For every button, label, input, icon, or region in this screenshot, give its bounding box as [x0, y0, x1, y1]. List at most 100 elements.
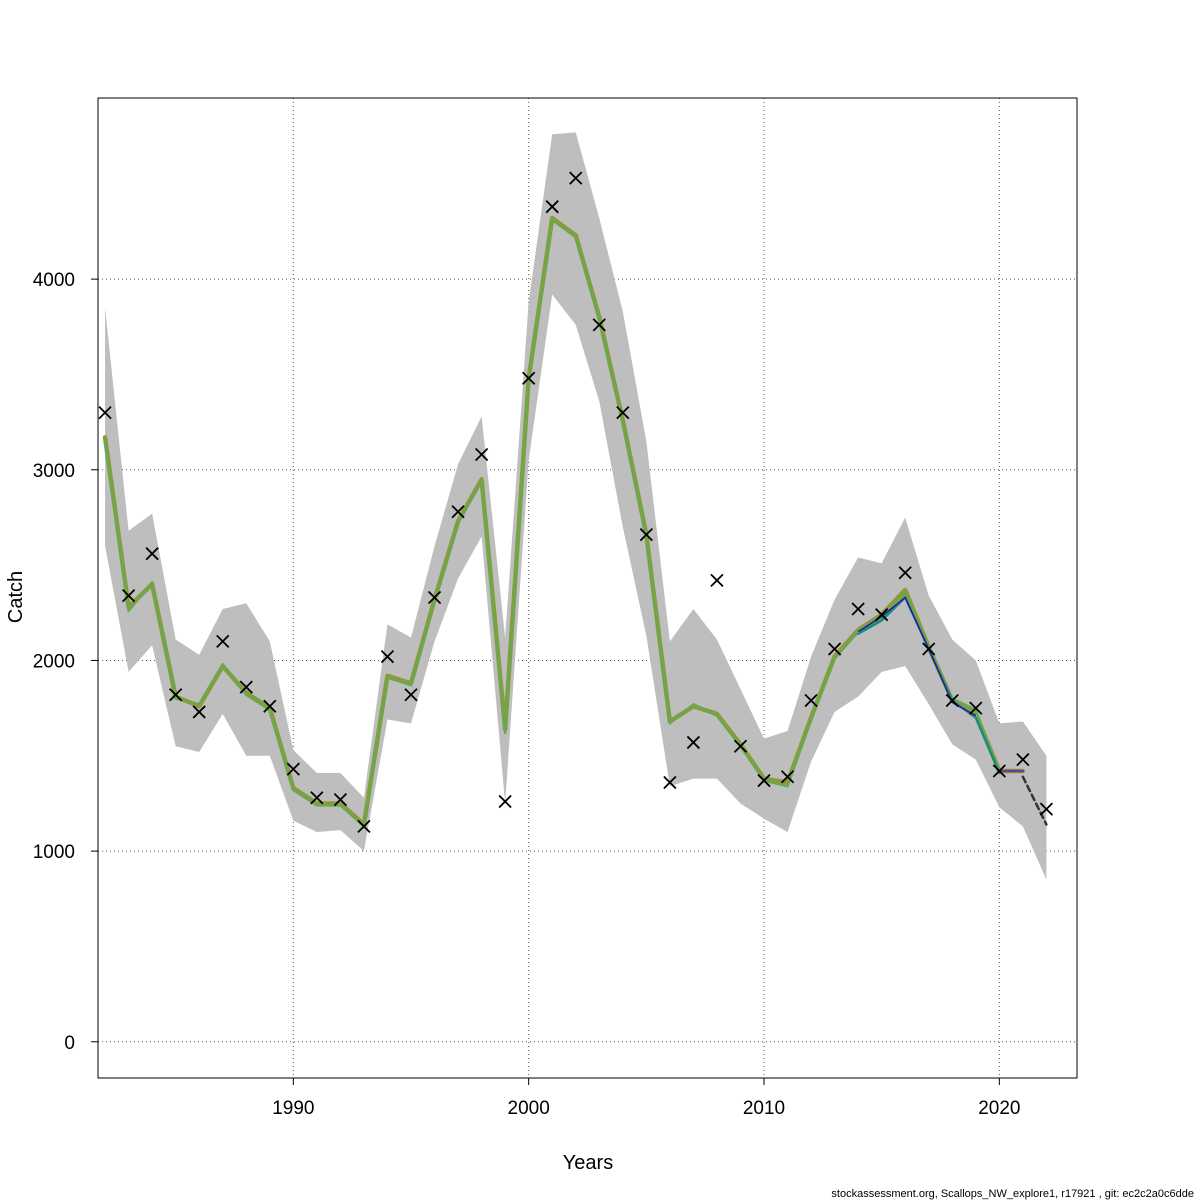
observed-points-layer: [98, 171, 1054, 833]
observed-point: [898, 566, 912, 580]
observed-point-stroke: [1039, 802, 1054, 816]
observed-point-stroke: [780, 770, 795, 784]
y-axis-title: Catch: [5, 571, 27, 623]
observed-point: [121, 588, 136, 603]
observed-point-stroke: [545, 200, 559, 214]
observed-point: [616, 405, 630, 420]
observed-point: [851, 602, 865, 616]
grid: [98, 98, 1077, 1078]
observed-point-stroke: [733, 739, 748, 753]
observed-point-stroke: [380, 650, 395, 664]
observed-point-stroke: [992, 764, 1006, 778]
observed-point-stroke: [427, 590, 442, 605]
observed-point: [1039, 802, 1054, 816]
observed-point: [145, 547, 159, 561]
observed-point: [522, 371, 536, 385]
observed-point-stroke: [192, 705, 206, 719]
plot-frame: [97, 97, 1078, 1079]
observed-point: [639, 527, 653, 542]
observed-point-stroke: [922, 642, 936, 656]
observed-point: [569, 171, 583, 185]
observed-point-stroke: [98, 405, 112, 420]
footer-note: stockassessment.org, Scallops_NW_explore…: [831, 1188, 1194, 1200]
observed-point: [357, 819, 371, 833]
observed-point: [686, 735, 701, 750]
observed-point: [263, 699, 277, 713]
observed-point: [804, 693, 818, 708]
observed-point: [592, 318, 606, 332]
observed-point: [404, 688, 418, 702]
observed-point: [427, 590, 442, 605]
observed-point-stroke: [757, 773, 771, 788]
series-line: [102, 215, 1026, 827]
observed-point: [945, 693, 959, 708]
observed-point-stroke: [239, 680, 253, 694]
observed-point: [474, 447, 489, 462]
observed-point-stroke: [286, 762, 300, 776]
observed-point-stroke: [522, 371, 536, 385]
observed-point: [757, 773, 771, 788]
confidence-band-layer: [105, 132, 1047, 880]
observed-point: [780, 770, 795, 784]
observed-point-stroke: [216, 634, 230, 649]
observed-point: [733, 739, 748, 753]
observed-point: [969, 701, 983, 715]
observed-point-stroke: [686, 735, 701, 750]
observed-point: [310, 791, 324, 805]
observed-point-stroke: [592, 318, 606, 332]
observed-point: [922, 642, 936, 656]
observed-point-stroke: [851, 602, 865, 616]
observed-point: [710, 573, 724, 588]
x-tick-label: 2020: [978, 1098, 1020, 1119]
observed-point-stroke: [451, 505, 465, 519]
y-tick-label: 0: [64, 1033, 75, 1054]
observed-point-stroke: [145, 547, 159, 561]
observed-point: [98, 405, 112, 420]
observed-point: [663, 775, 677, 790]
x-tick-label: 2010: [743, 1098, 785, 1119]
observed-point-stroke: [310, 791, 324, 805]
y-tick-label: 1000: [33, 842, 75, 863]
observed-point-stroke: [875, 608, 889, 622]
observed-point-stroke: [827, 642, 842, 656]
y-tick-label: 4000: [33, 270, 75, 291]
observed-point: [239, 680, 253, 694]
observed-point-stroke: [804, 693, 818, 708]
observed-point-stroke: [898, 566, 912, 580]
observed-point-stroke: [1016, 752, 1030, 767]
x-tick-label: 1990: [272, 1098, 314, 1119]
observed-point: [498, 794, 512, 809]
observed-point-stroke: [663, 775, 677, 790]
observed-point: [380, 650, 395, 664]
x-tick-label: 2000: [508, 1098, 550, 1119]
observed-point-stroke: [710, 573, 724, 588]
observed-point: [1016, 752, 1030, 767]
observed-point-stroke: [333, 792, 348, 807]
observed-point-stroke: [169, 688, 183, 702]
series-line: [1021, 775, 1048, 826]
observed-point-stroke: [616, 405, 630, 420]
observed-point: [216, 634, 230, 649]
observed-point-stroke: [569, 171, 583, 185]
observed-point-stroke: [263, 699, 277, 713]
observed-point-stroke: [404, 688, 418, 702]
observed-point-stroke: [945, 693, 959, 708]
observed-point-stroke: [639, 527, 653, 542]
observed-point: [451, 505, 465, 519]
observed-point: [992, 764, 1006, 778]
observed-point: [875, 608, 889, 622]
y-axis: 0 1000 2000 3000 4000: [33, 270, 98, 1054]
observed-point: [333, 792, 348, 807]
x-axis: 1990 2000 2010 2020: [272, 1078, 1020, 1119]
observed-point-stroke: [357, 819, 371, 833]
observed-point: [192, 705, 206, 719]
observed-point: [545, 200, 559, 214]
confidence-band: [105, 132, 1047, 880]
observed-point-stroke: [474, 447, 489, 462]
y-tick-label: 2000: [33, 651, 75, 672]
observed-point: [286, 762, 300, 776]
observed-point: [169, 688, 183, 702]
observed-point-stroke: [498, 794, 512, 809]
x-axis-title: Years: [563, 1152, 613, 1174]
